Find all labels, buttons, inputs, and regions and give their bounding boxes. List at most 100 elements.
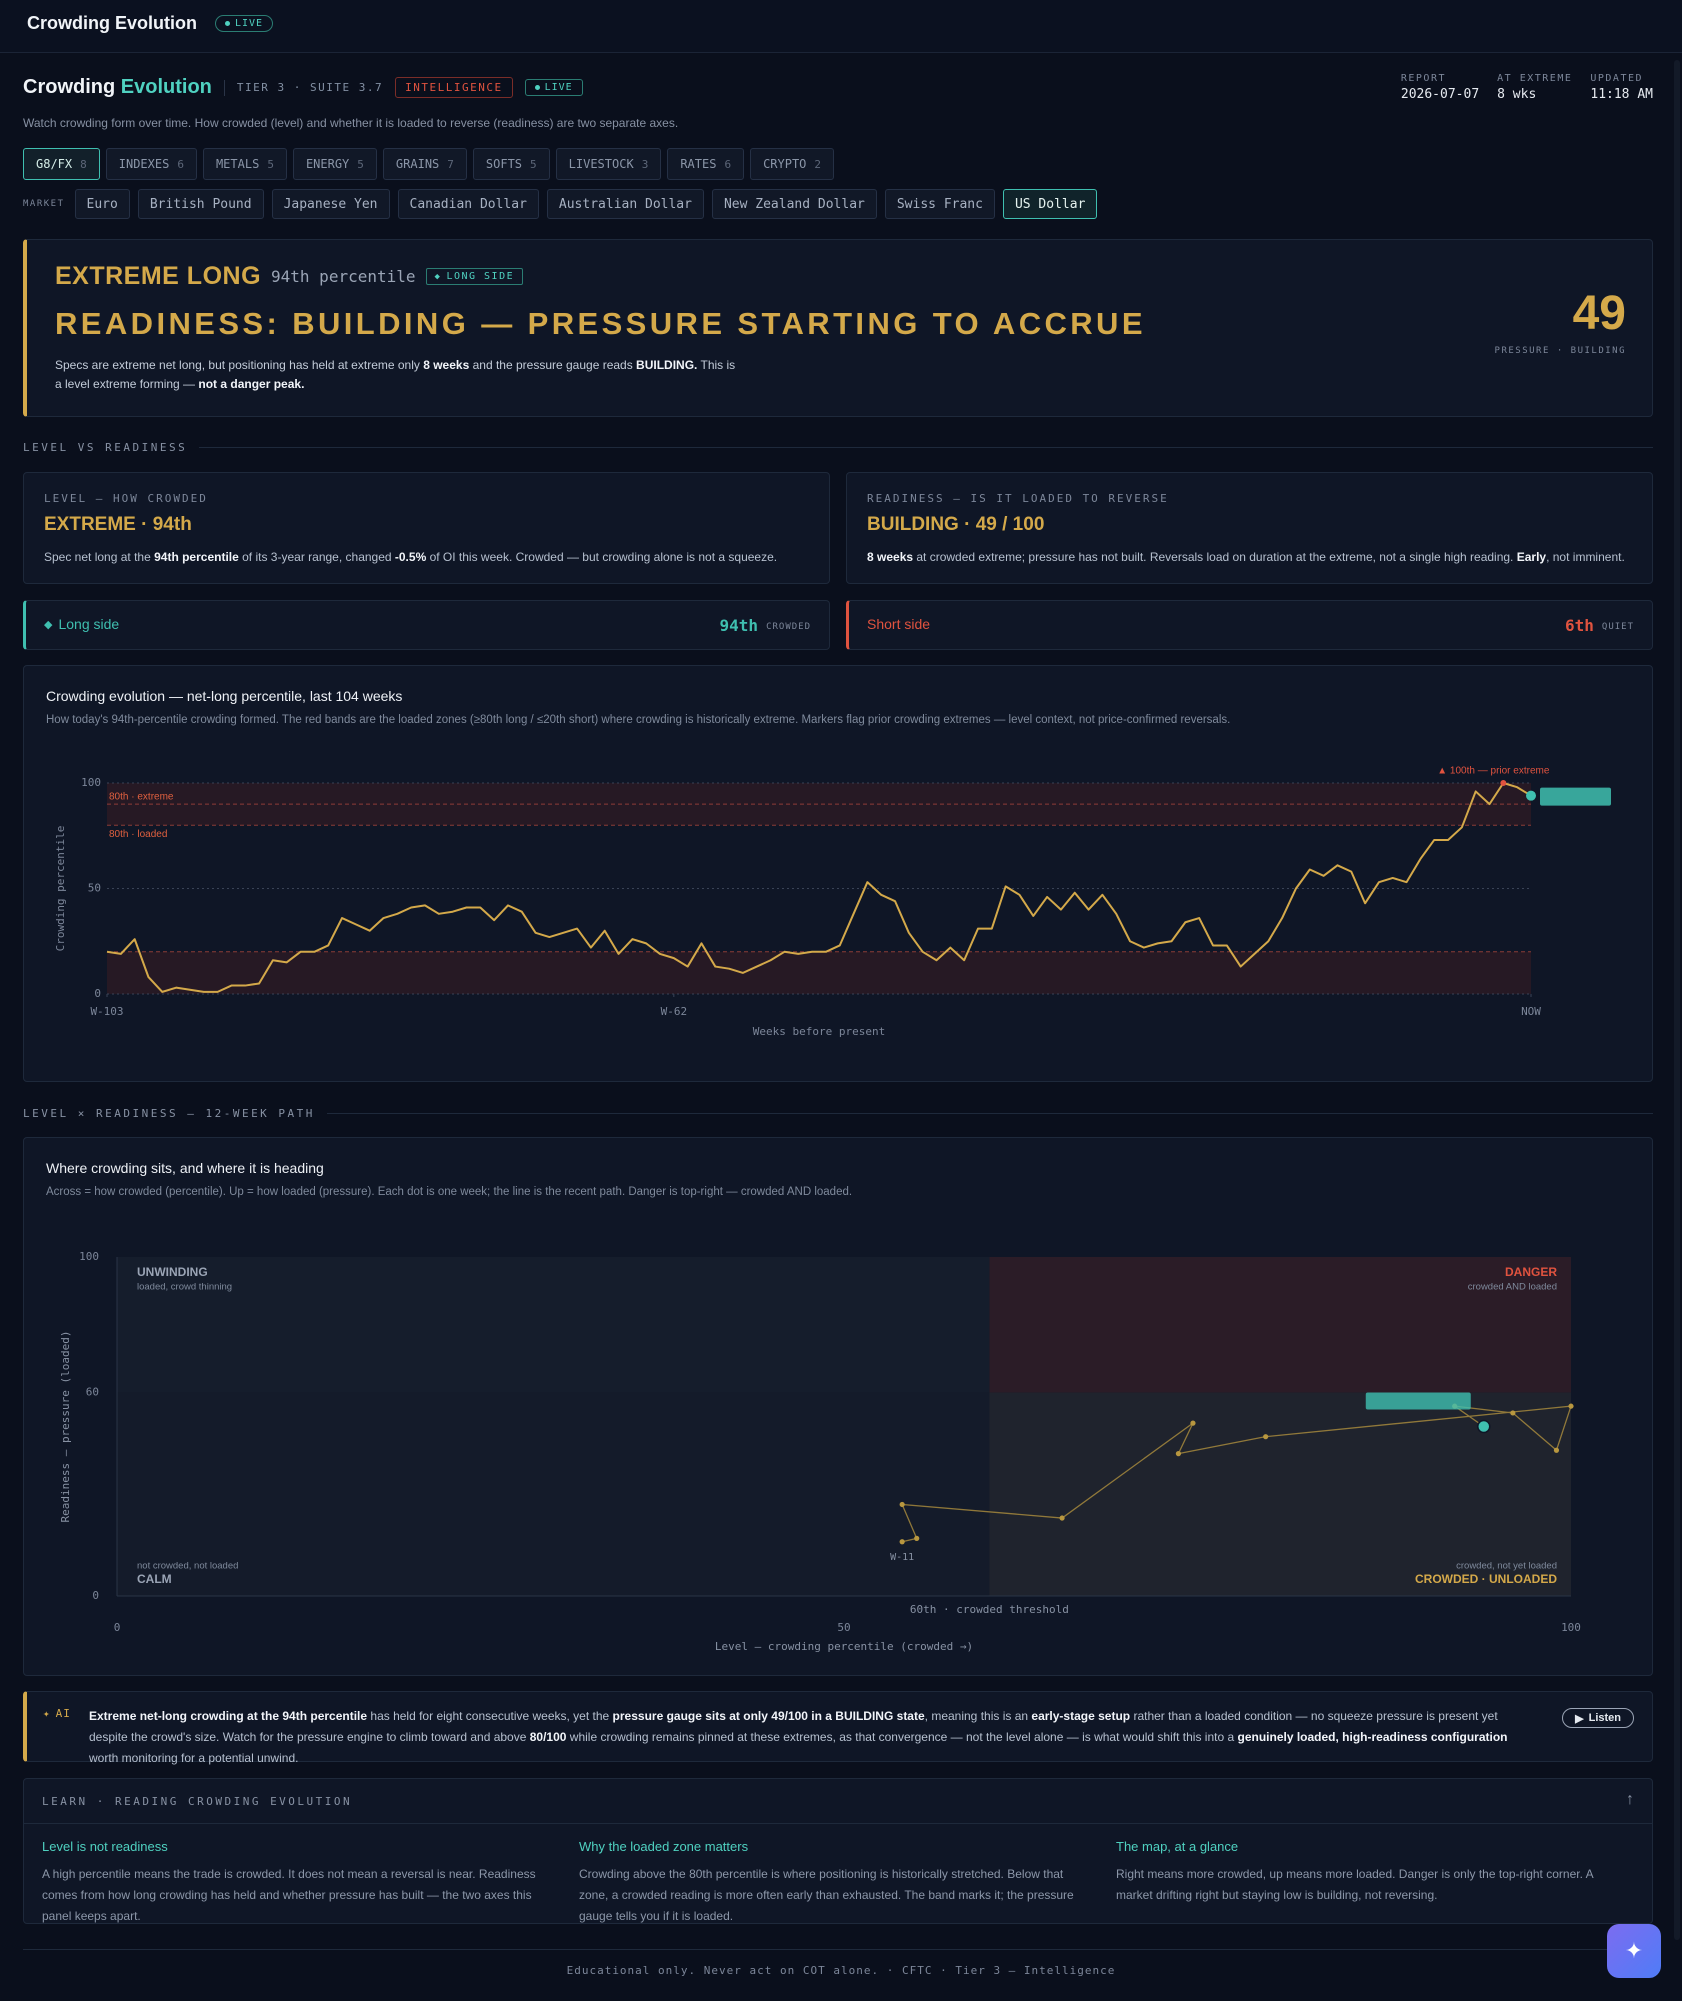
tab-count: 3 <box>641 157 649 171</box>
line-chart-card: Crowding evolution — net-long percentile… <box>23 665 1653 1082</box>
week-dot <box>1190 1420 1196 1426</box>
tab[interactable]: CRYPTO 2 <box>750 148 835 180</box>
reference-label: 80th · loaded <box>109 829 167 840</box>
tab-label: METALS <box>215 157 260 171</box>
listen-button[interactable]: ▶ Listen <box>1562 1708 1634 1728</box>
x-tick-label: W-103 <box>90 1005 123 1018</box>
side-state: QUIET <box>1601 622 1634 632</box>
text-run: 94th percentile <box>154 550 239 564</box>
chart-title: Crowding evolution — net-long percentile… <box>46 688 403 704</box>
y-tick-label: 0 <box>94 987 101 1000</box>
tab-label: LIVESTOCK <box>568 157 634 171</box>
quadrant-name: UNWINDING <box>137 1265 208 1279</box>
tier: TIER 3 · SUITE 3.7 <box>236 81 384 94</box>
tab[interactable]: LIVESTOCK 3 <box>555 148 662 180</box>
y-axis-label: Crowding percentile <box>54 826 67 952</box>
side-name: Short side <box>867 616 930 632</box>
market[interactable]: British Pound <box>137 189 264 219</box>
current-tag <box>1540 787 1611 806</box>
text-run: at crowded extreme; pressure has not bui… <box>913 550 1517 564</box>
learn-item: The map, at a glance Right means more cro… <box>1116 1839 1621 1906</box>
text-run: genuinely loaded, high-readiness configu… <box>1237 1730 1508 1744</box>
tab[interactable]: ENERGY 5 <box>292 148 377 180</box>
quadrant-name: DANGER <box>1505 1265 1557 1279</box>
ai-body: Extreme net-long crowding at the 94th pe… <box>89 1706 1529 1769</box>
card-value: EXTREME · 94th <box>44 514 192 535</box>
side-value: 6th QUIET <box>1565 616 1634 635</box>
text-run: , not imminent. <box>1546 550 1625 564</box>
week-dot <box>1510 1410 1516 1416</box>
text-run: of OI this week. Crowded — but crowding … <box>426 550 778 564</box>
quadrant-note: crowded, not yet loaded <box>1456 1561 1557 1572</box>
learn: LEARN · READING CROWDING EVOLUTION ↑ Lev… <box>23 1778 1653 1924</box>
card-kicker: LEVEL — HOW CROWDED <box>44 492 208 505</box>
y-tick-label: 100 <box>81 776 101 789</box>
market[interactable]: New Zealand Dollar <box>711 189 877 219</box>
live-badge: LIVE <box>524 79 583 96</box>
section-label: LEVEL VS READINESS <box>23 441 1653 454</box>
tab-count: 5 <box>530 157 537 171</box>
tab[interactable]: SOFTS 5 <box>472 148 550 180</box>
x-tick-label: W-62 <box>661 1005 688 1018</box>
scatter-card: Where crowding sits, and where it is hea… <box>23 1137 1653 1676</box>
meta-item: REPORT 2026-07-07 <box>1401 73 1479 102</box>
meta-item: AT EXTREME 8 wks <box>1497 73 1572 102</box>
title-b: Evolution <box>120 76 212 98</box>
quadrant <box>117 1392 990 1596</box>
text-run: , meaning this is an <box>924 1709 1032 1723</box>
tab[interactable]: RATES 6 <box>667 148 745 180</box>
section-label: LEVEL × READINESS — 12-WEEK PATH <box>23 1107 1653 1120</box>
side-name-text: Long side <box>58 616 120 632</box>
percentile-line <box>106 782 1532 993</box>
ai-tag: ✦ AI <box>43 1707 71 1720</box>
page-title: Crowding Evolution <box>23 76 212 99</box>
text-run: 80/100 <box>529 1730 567 1744</box>
tab[interactable]: METALS 5 <box>202 148 287 180</box>
tab[interactable]: G8/FX 8 <box>23 148 100 180</box>
week-dot <box>914 1535 920 1541</box>
hero-body: Specs are extreme net long, but position… <box>55 356 745 394</box>
week-dot <box>1553 1447 1560 1453</box>
tab-label: G8/FX <box>36 157 73 171</box>
diamond-icon: ◆ <box>44 618 53 631</box>
side-percentile: 6th <box>1565 616 1594 635</box>
text-run: has held for eight consecutive weeks, ye… <box>367 1709 613 1723</box>
side-state: CROWDED <box>766 622 811 632</box>
card-value: BUILDING · 49 / 100 <box>867 514 1045 535</box>
learn-item-body: A high percentile means the trade is cro… <box>42 1867 536 1923</box>
meta-label: AT EXTREME <box>1497 73 1573 84</box>
tab[interactable]: INDEXES 6 <box>105 148 197 180</box>
text-run: 8 weeks <box>423 358 470 372</box>
assistant-button[interactable]: ✦ <box>1607 1924 1661 1978</box>
collapse-icon: ↑ <box>1626 1791 1634 1808</box>
tab-count: 8 <box>80 157 87 171</box>
meta-value: 2026-07-07 <box>1400 87 1480 102</box>
x-axis-label: Weeks before present <box>753 1025 885 1038</box>
side-percentile: 94th <box>719 616 759 635</box>
current-point <box>1526 790 1536 801</box>
quadrant-name: CALM <box>137 1572 172 1586</box>
quadrant <box>117 1257 990 1393</box>
loaded-band <box>107 951 1531 994</box>
text-run: while crowding remains pinned at these e… <box>566 1730 1238 1744</box>
market[interactable]: Swiss Franc <box>884 189 995 219</box>
meta-item: UPDATED 11:18 AM <box>1590 73 1653 102</box>
week-dot <box>1263 1434 1269 1440</box>
quadrant-note: not crowded, not loaded <box>137 1561 238 1572</box>
text-run: pressure gauge sits at only 49/100 in a … <box>612 1709 925 1723</box>
tab[interactable]: GRAINS 7 <box>382 148 467 180</box>
tab-label: RATES <box>680 157 717 171</box>
text-run: Specs are extreme net long, but position… <box>55 358 424 372</box>
market[interactable]: Australian Dollar <box>546 189 704 219</box>
market[interactable]: Canadian Dollar <box>397 189 539 219</box>
market[interactable]: Japanese Yen <box>271 189 390 219</box>
x-tick-label: 50 <box>837 1621 850 1634</box>
side-text: LONG SIDE <box>446 271 515 282</box>
intel-tag: INTELLIGENCE <box>395 77 513 98</box>
learn-header[interactable]: LEARN · READING CROWDING EVOLUTION ↑ <box>24 1779 1652 1824</box>
text-run: Spec net long at the <box>44 550 155 564</box>
text-run: not a danger peak. <box>198 377 305 391</box>
market[interactable]: US Dollar <box>1002 189 1098 219</box>
market[interactable]: Euro <box>74 189 130 219</box>
